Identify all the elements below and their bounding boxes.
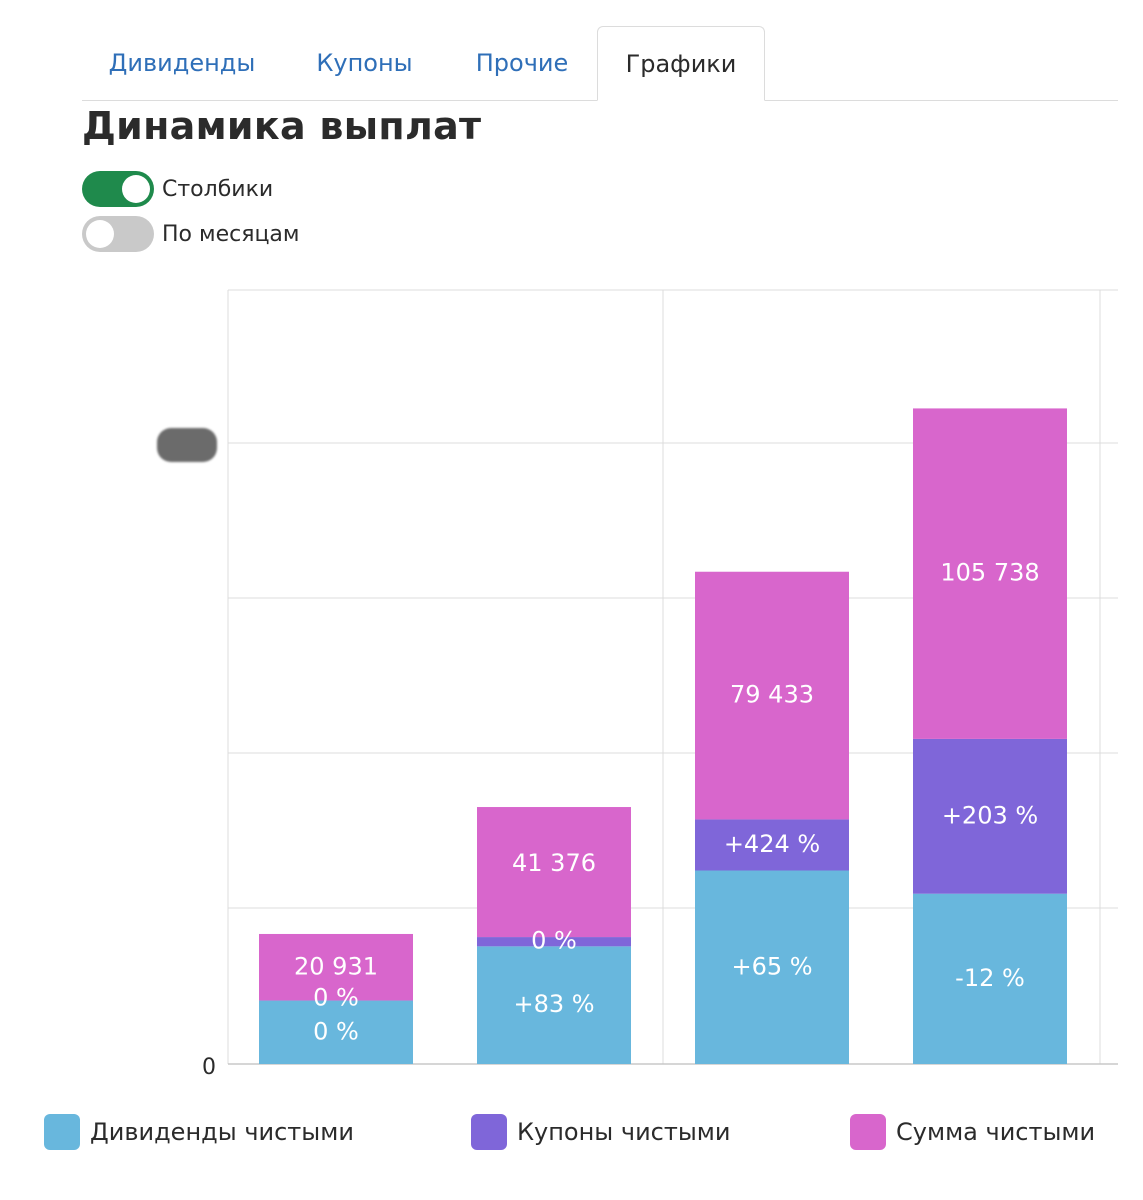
toggle-monthly-label: По месяцам [162, 221, 300, 247]
toggle-bars-row: Столбики [82, 171, 273, 207]
data-label-dividends: +83 % [513, 990, 594, 1018]
toggle-knob [86, 220, 114, 248]
data-label-dividends: -12 % [955, 964, 1025, 992]
data-label-coupons: 0 % [313, 984, 359, 1012]
bar-coupons [477, 937, 631, 947]
bar-sum [913, 408, 1067, 739]
legend-sum-label: Сумма чистыми [896, 1118, 1096, 1146]
bar-sum [259, 933, 413, 1001]
legend-dividends-swatch [44, 1114, 80, 1150]
redacted-axis-label [157, 428, 217, 462]
legend-dividends-label: Дивиденды чистыми [90, 1118, 354, 1146]
bar-dividends [913, 893, 1067, 1064]
tab-other[interactable]: Прочие [475, 49, 569, 77]
toggle-monthly-row: По месяцам [82, 216, 300, 252]
bar-dividends [259, 1000, 413, 1064]
data-label-sum: 41 376 [512, 849, 596, 877]
page-title: Динамика выплат [82, 104, 482, 148]
data-label-sum: 20 931 [294, 952, 378, 980]
bar-coupons [913, 738, 1067, 894]
legend-coupons-swatch [471, 1114, 507, 1150]
data-label-sum: 79 433 [730, 681, 814, 709]
tab-bar: Дивиденды Купоны Прочие Графики [82, 26, 1118, 101]
y-tick-label: 0 [202, 1055, 216, 1080]
tab-dividends[interactable]: Дивиденды [108, 49, 256, 77]
data-label-sum: 105 738 [940, 559, 1039, 587]
legend-sum-swatch [850, 1114, 886, 1150]
toggle-monthly-switch[interactable] [82, 216, 154, 252]
bar-dividends [477, 946, 631, 1064]
bar-sum [477, 807, 631, 938]
tab-coupons[interactable]: Купоны [316, 49, 413, 77]
legend-dividends[interactable]: Дивиденды чистыми [44, 1114, 354, 1150]
bar-dividends [695, 870, 849, 1064]
data-label-dividends: 0 % [313, 1017, 359, 1045]
bar-sum [695, 571, 849, 820]
data-label-dividends: +65 % [731, 952, 812, 980]
legend-coupons[interactable]: Купоны чистыми [471, 1114, 731, 1150]
payments-chart: 0 20 931 0 % 0 % 41 376 0 % +83 % 79 433 +424 % +… [202, 289, 1118, 1080]
bar-coupons [695, 819, 849, 871]
legend-sum[interactable]: Сумма чистыми [850, 1114, 1095, 1150]
tab-charts[interactable]: Графики [597, 26, 765, 101]
toggle-knob [122, 175, 150, 203]
data-label-coupons: +203 % [942, 801, 1038, 829]
data-label-coupons: +424 % [724, 830, 820, 858]
legend-coupons-label: Купоны чистыми [517, 1118, 731, 1146]
toggle-bars-switch[interactable] [82, 171, 154, 207]
data-label-coupons: 0 % [531, 927, 577, 955]
toggle-bars-label: Столбики [162, 176, 274, 202]
